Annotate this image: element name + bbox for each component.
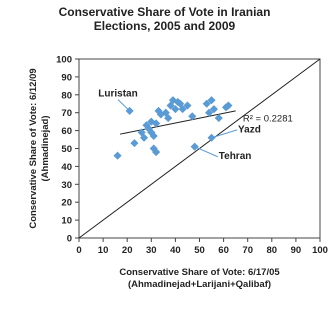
x-tick-label: 30 (146, 245, 157, 256)
annotation-leader (117, 99, 130, 112)
y-tick-label: 20 (61, 198, 72, 209)
y-tick-label: 80 (61, 90, 72, 101)
r-squared-label: R² = 0.2281 (243, 114, 293, 125)
trendline (119, 110, 236, 135)
data-point (130, 138, 139, 148)
data-point (209, 104, 219, 114)
chart-title-line-1: Conservative Share of Vote in Iranian (58, 5, 271, 19)
x-tick-label: 20 (122, 245, 133, 256)
y-axis-title-line-2: (Ahmadinejad) (40, 116, 51, 182)
annotations: Luristan Yazd Tehran (98, 89, 261, 163)
data-point (207, 96, 216, 105)
data-point (139, 133, 149, 142)
data-point (202, 99, 211, 108)
data-point (214, 113, 223, 123)
data-point (164, 113, 173, 123)
data-point (183, 101, 192, 110)
data-point (151, 119, 161, 128)
data-point (204, 108, 214, 117)
y-axis-title-line-1: Conservative Share of Vote: 6/12/09 (28, 68, 39, 228)
data-point (224, 101, 233, 110)
x-tick-label: 40 (170, 245, 181, 256)
chart-title: Conservative Share of Vote in Iranian El… (0, 5, 329, 33)
y-tick-label: 0 (67, 234, 72, 245)
y-tick-label: 50 (61, 144, 72, 155)
y-axis-title: Conservative Share of Vote: 6/12/09 (Ahm… (28, 68, 51, 228)
annotation-label: Yazd (238, 124, 261, 135)
data-point (149, 131, 158, 141)
x-axis-title-line-2: (Ahmadinejad+Larijani+Qalibaf) (128, 279, 271, 290)
x-tick-label: 100 (312, 245, 328, 256)
y-tick-label: 30 (61, 180, 72, 191)
data-point (151, 147, 161, 157)
y-tick-label: 90 (61, 72, 72, 83)
x-tick-labels: 0 10 20 30 40 50 60 70 80 90 100 (76, 238, 328, 256)
y-tick-label: 100 (56, 55, 72, 66)
y-tick-label: 60 (61, 126, 72, 137)
y-tick-label: 70 (61, 108, 72, 119)
data-points (113, 96, 233, 160)
x-tick-label: 90 (291, 245, 302, 256)
data-point (147, 117, 156, 126)
data-point (190, 142, 199, 151)
annotation-label: Tehran (219, 151, 252, 162)
y-tick-labels: 0 10 20 30 40 50 60 70 80 90 100 (56, 55, 79, 245)
data-point (113, 151, 122, 160)
data-point (207, 133, 216, 142)
data-point (166, 101, 175, 110)
data-point (171, 104, 180, 114)
x-tick-label: 50 (194, 245, 205, 256)
trendline-group (119, 110, 236, 135)
x-tick-label: 70 (242, 245, 253, 256)
x-tick-label: 60 (218, 245, 229, 256)
annotation-leader (211, 129, 238, 139)
chart-title-line-2: Elections, 2005 and 2009 (93, 19, 236, 33)
x-axis-title-line-1: Conservative Share of Vote: 6/17/05 (119, 267, 280, 278)
annotation-label: Luristan (98, 89, 137, 100)
data-point (178, 104, 187, 114)
y-tick-label: 40 (61, 162, 72, 173)
y-tick-label: 10 (61, 216, 72, 227)
data-point (188, 112, 197, 121)
x-tick-label: 80 (267, 245, 278, 256)
x-tick-label: 10 (98, 245, 109, 256)
annotation-leader (194, 146, 218, 158)
x-tick-label: 0 (76, 245, 81, 256)
